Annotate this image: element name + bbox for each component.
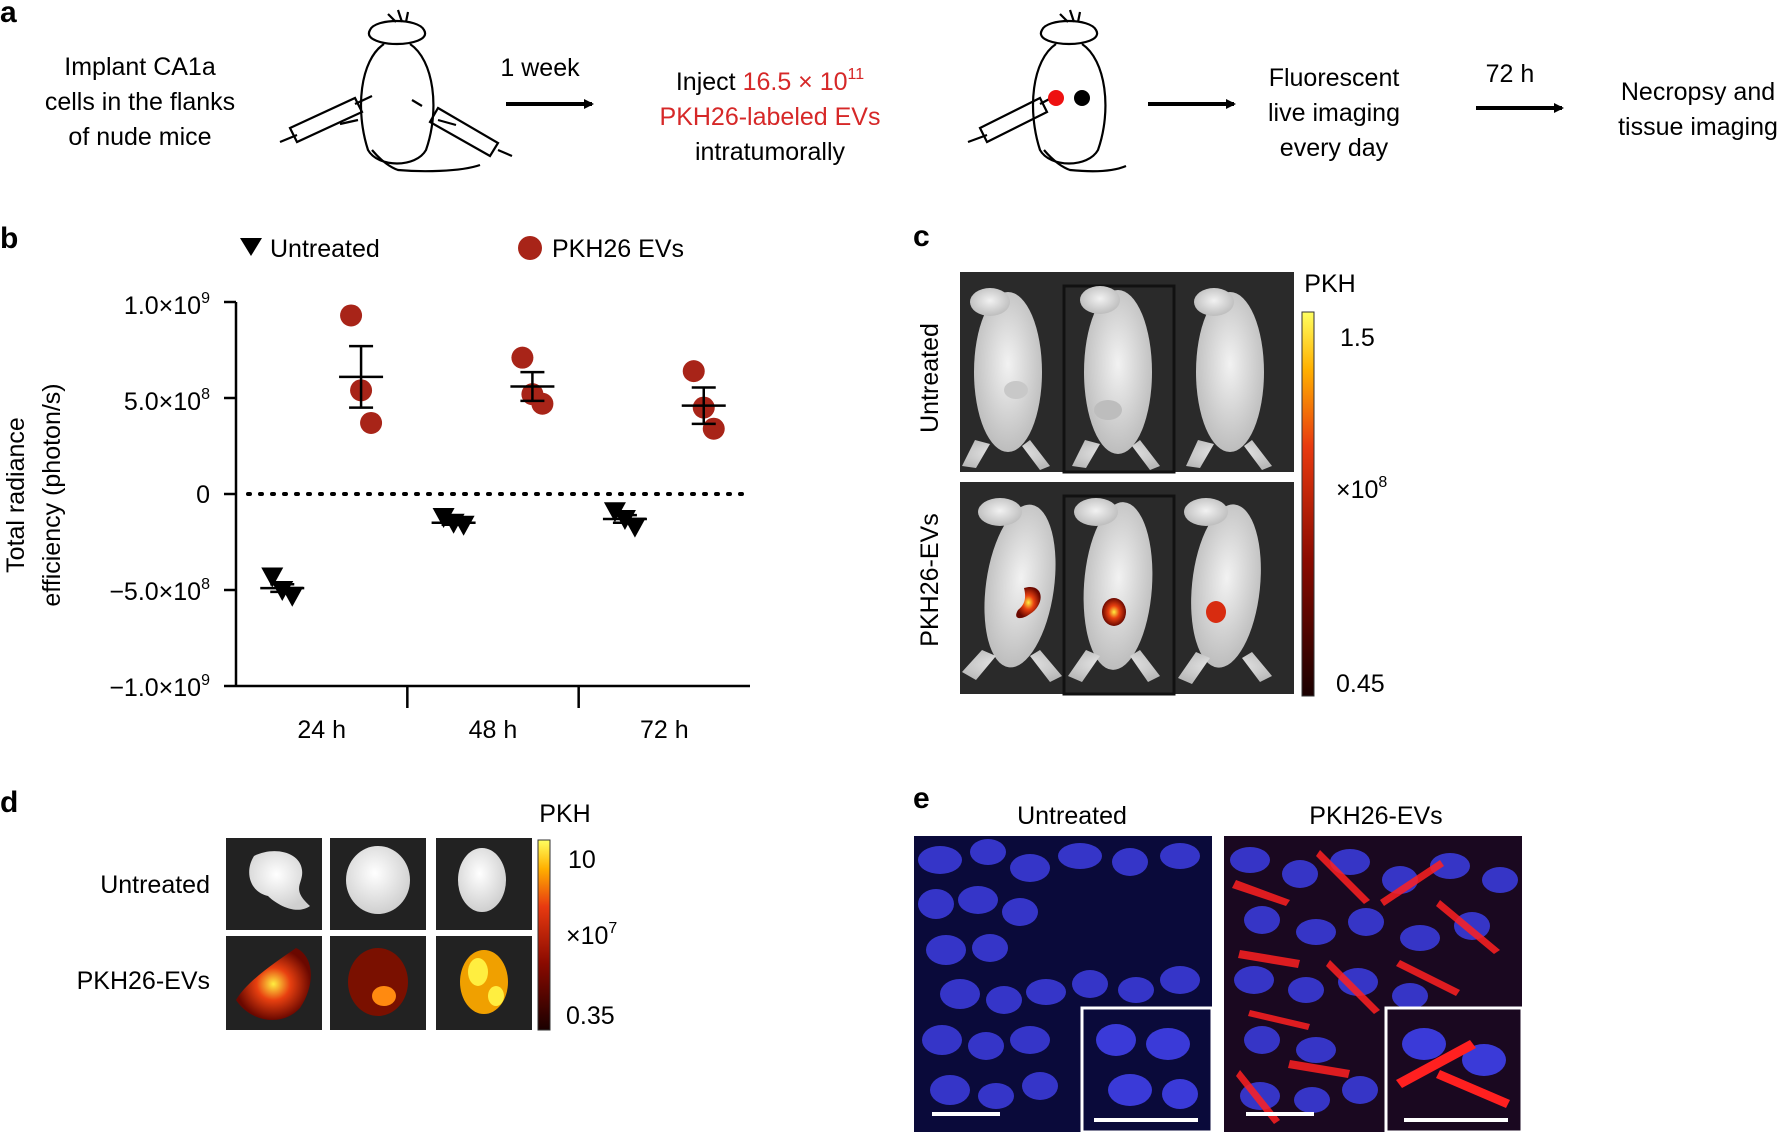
- y-axis-title-line2: efficiency (photon/s): [38, 383, 66, 606]
- heat-scale-d: PKH 10 ×107 0.35: [537, 800, 617, 1031]
- heat-scale-bar: [537, 839, 551, 1031]
- y-axis-title-line1: Total radiance: [2, 417, 30, 573]
- x-tick-label: 24 h: [297, 716, 346, 744]
- scatter-chart: 24 h 48 h 72 h: [224, 300, 752, 744]
- step2-line2: PKH26-labeled EVs: [660, 103, 881, 131]
- step2-dose: 16.5 × 10: [743, 68, 848, 96]
- heat-scale-max: 1.5: [1340, 324, 1375, 352]
- legend-treated-label: PKH26 EVs: [552, 235, 684, 263]
- y-axis-title: Total radiance efficiency (photon/s): [2, 383, 66, 606]
- step4-line1: Necropsy and: [1621, 78, 1775, 106]
- heat-scale-c: PKH 1.5 ×108 0.45: [1301, 270, 1387, 698]
- step1-line2: cells in the flanks: [45, 88, 235, 116]
- step2-line3: intratumorally: [695, 138, 846, 166]
- heat-scale-title: PKH: [1304, 270, 1355, 298]
- mouse-two-syringes-illustration: [279, 9, 513, 173]
- chart-legend: Untreated PKH26 EVs: [240, 235, 684, 263]
- step3-text: Fluorescent live imaging every day: [1268, 64, 1400, 162]
- heat-scale-unit: ×108: [1336, 474, 1387, 504]
- pkh26-evs-mice-image: [960, 482, 1294, 696]
- heat-scale-min: 0.45: [1336, 670, 1385, 698]
- tumor-injected-dot: [1048, 90, 1064, 106]
- micrograph-pkh26-evs: [1224, 836, 1524, 1134]
- data-point-circle: [531, 392, 554, 415]
- mouse-one-syringe-illustration: [967, 9, 1127, 173]
- step2-text: Inject 16.5 × 1011 PKH26-labeled EVs int…: [660, 66, 881, 166]
- panel-d-letter: d: [0, 786, 18, 819]
- data-point-triangle-down: [623, 517, 646, 538]
- step1-text: Implant CA1a cells in the flanks of nude…: [45, 53, 235, 151]
- panel-a-letter: a: [0, 0, 17, 29]
- row-label-untreated: Untreated: [916, 323, 944, 433]
- legend-untreated-marker: [240, 238, 262, 256]
- step4-line2: tissue imaging: [1618, 113, 1778, 141]
- data-point-triangle-down: [603, 502, 626, 523]
- x-tick-label: 72 h: [640, 716, 689, 744]
- column-label-pkh26-evs: PKH26-EVs: [1309, 802, 1442, 830]
- micrograph-untreated: [914, 836, 1214, 1134]
- data-point-triangle-down: [261, 567, 284, 588]
- column-label-untreated: Untreated: [1017, 802, 1127, 830]
- row-label-untreated: Untreated: [100, 871, 210, 899]
- data-point-circle: [511, 346, 534, 369]
- x-tick-label: 48 h: [469, 716, 518, 744]
- panel-c-letter: c: [913, 220, 930, 253]
- panel-c: c Untreated PKH26-EVs: [913, 220, 1387, 698]
- step1-line3: of nude mice: [68, 123, 211, 151]
- tumor-control-dot: [1074, 90, 1090, 106]
- heat-scale-max: 10: [568, 846, 596, 874]
- panel-a: a Implant CA1a cells in the flanks of nu…: [0, 0, 1778, 173]
- step2-prefix: Inject: [676, 68, 743, 96]
- heat-scale-bar: [1301, 311, 1315, 697]
- step3-line1: Fluorescent: [1269, 64, 1400, 92]
- arrow1-label: 1 week: [500, 54, 580, 82]
- step1-line1: Implant CA1a: [64, 53, 216, 81]
- data-point-triangle-down: [432, 508, 455, 529]
- panel-e: e Untreated PKH26-EVs: [913, 782, 1524, 1134]
- step2-line1: Inject 16.5 × 1011: [676, 66, 864, 96]
- data-point-circle: [360, 411, 383, 434]
- y-axis-tick-labels: 1.0×109 5.0×108 0 −5.0×108 −1.0×109: [109, 290, 210, 702]
- data-point-circle: [340, 304, 363, 327]
- panel-e-letter: e: [913, 782, 930, 815]
- panel-b: b Untreated PKH26 EVs Total radiance eff…: [0, 222, 752, 744]
- step3-line2: live imaging: [1268, 99, 1400, 127]
- step2-dose-exp: 11: [848, 66, 865, 83]
- organ-images-pkh26-evs: [226, 936, 532, 1030]
- panel-d: d Untreated PKH26-EVs PKH 10 ×107: [0, 786, 617, 1031]
- row-label-pkh26-evs: PKH26-EVs: [77, 967, 210, 995]
- y-tick-label: −1.0×109: [109, 672, 210, 702]
- y-tick-label: −5.0×108: [109, 576, 210, 606]
- y-tick-label: 1.0×109: [124, 290, 210, 320]
- y-tick-label: 5.0×108: [124, 386, 210, 416]
- arrow3-label: 72 h: [1486, 60, 1535, 88]
- step4-text: Necropsy and tissue imaging: [1618, 78, 1778, 141]
- data-point-circle: [702, 417, 725, 440]
- data-point-circle: [682, 360, 705, 383]
- organ-images-untreated: [226, 838, 532, 930]
- y-tick-label: 0: [196, 481, 210, 509]
- heat-scale-min: 0.35: [566, 1002, 615, 1030]
- panel-b-letter: b: [0, 222, 18, 255]
- heat-scale-title: PKH: [539, 800, 590, 828]
- heat-scale-unit: ×107: [566, 920, 617, 950]
- legend-treated-marker: [518, 236, 542, 260]
- row-label-pkh26-evs: PKH26-EVs: [916, 513, 944, 646]
- legend-untreated-label: Untreated: [270, 235, 380, 263]
- step3-line3: every day: [1280, 134, 1389, 162]
- untreated-mice-image: [960, 272, 1294, 474]
